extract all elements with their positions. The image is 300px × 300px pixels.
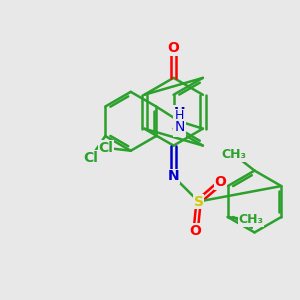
Text: Cl: Cl — [98, 141, 113, 155]
Text: N: N — [168, 169, 179, 184]
Text: N: N — [174, 120, 184, 134]
Text: O: O — [168, 41, 179, 56]
Text: O: O — [190, 224, 202, 238]
Text: O: O — [215, 176, 226, 189]
Text: CH₃: CH₃ — [221, 148, 246, 161]
Text: H
N: H N — [173, 106, 185, 136]
Text: Cl: Cl — [83, 151, 98, 165]
Text: CH₃: CH₃ — [239, 213, 264, 226]
Text: S: S — [194, 194, 204, 208]
Text: H: H — [175, 110, 184, 122]
